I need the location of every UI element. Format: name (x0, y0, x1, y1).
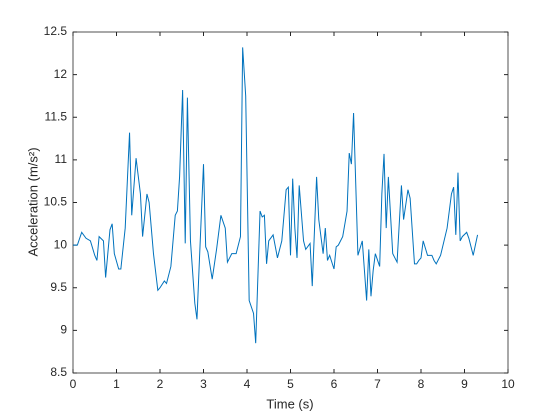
y-tick-label: 10 (54, 237, 68, 251)
y-tick-label: 8.5 (50, 365, 67, 379)
y-tick-label: 11.5 (45, 109, 68, 123)
x-axis-label: Time (s) (266, 396, 313, 411)
x-tick-label: 4 (244, 377, 251, 391)
x-tick-label: 2 (157, 377, 164, 391)
y-axis-label: Acceleration (m/s²) (25, 147, 40, 256)
x-tick-label: 9 (461, 377, 468, 391)
y-tick-label: 9.5 (50, 280, 67, 294)
y-tick-label: 9 (60, 323, 67, 337)
x-tick-label: 1 (113, 377, 120, 391)
data-line (73, 47, 479, 344)
x-tick-label: 5 (287, 377, 294, 391)
x-tick-label: 10 (501, 377, 515, 391)
y-tick-label: 12.5 (44, 24, 68, 38)
x-tick-label: 7 (374, 377, 381, 391)
x-tick-label: 6 (331, 377, 338, 391)
y-tick-label: 11 (55, 152, 68, 166)
x-tick-label: 8 (418, 377, 425, 391)
y-tick-label: 12 (54, 67, 68, 81)
y-tick-label: 10.5 (44, 195, 68, 209)
x-tick-label: 3 (200, 377, 207, 391)
x-tick-label: 0 (70, 377, 77, 391)
plot-area (72, 31, 509, 374)
